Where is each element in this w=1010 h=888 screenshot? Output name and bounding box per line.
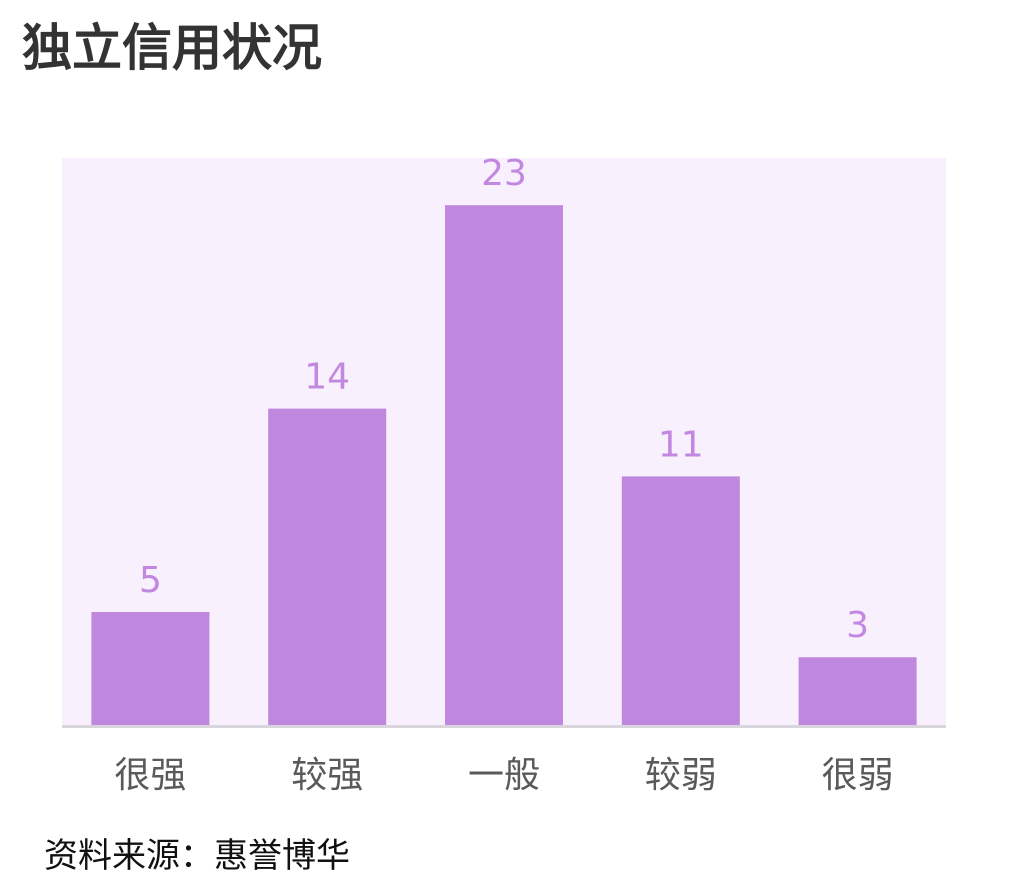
bar-5 xyxy=(798,657,917,725)
bar-1 xyxy=(91,612,210,725)
bar-chart: 5 很强 14 较强 23 一般 11 较弱 3 很弱 xyxy=(62,153,946,796)
chart-title: 独立信用状况 xyxy=(22,19,322,77)
source-note: 资料来源：惠誉博华 xyxy=(44,836,350,876)
category-label-1: 很强 xyxy=(114,755,186,796)
value-label-5: 3 xyxy=(846,605,869,646)
category-label-4: 较弱 xyxy=(645,755,717,796)
category-label-2: 较强 xyxy=(291,755,363,796)
bar-4 xyxy=(621,476,740,725)
bars-group xyxy=(91,205,917,725)
bar-2 xyxy=(268,408,387,725)
category-label-5: 很弱 xyxy=(822,755,894,796)
bar-3 xyxy=(445,205,563,725)
value-label-1: 5 xyxy=(139,560,162,601)
value-label-2: 14 xyxy=(304,357,350,398)
value-label-3: 23 xyxy=(481,153,527,194)
value-label-4: 11 xyxy=(658,424,704,465)
category-label-3: 一般 xyxy=(468,755,540,796)
labels-group: 5 很强 14 较强 23 一般 11 较弱 3 很弱 xyxy=(114,153,893,796)
